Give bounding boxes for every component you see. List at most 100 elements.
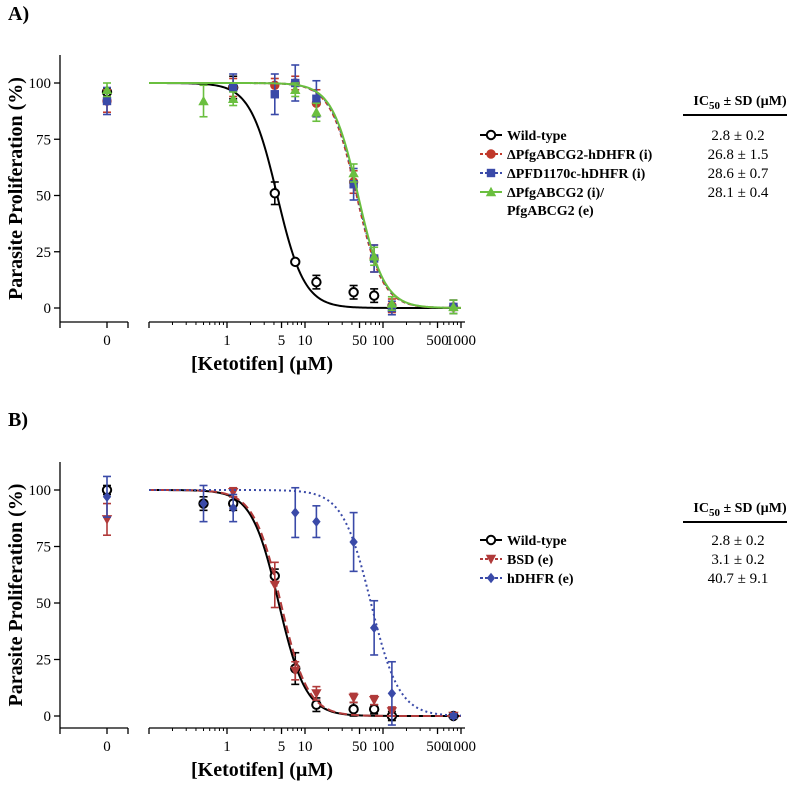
data-point	[312, 516, 321, 527]
x-axis-title: [Ketotifen] (µM)	[191, 759, 333, 781]
panel-label: B)	[8, 409, 28, 431]
legend-label: ΔPfgABCG2 (i)/	[507, 186, 605, 201]
data-point	[349, 536, 358, 548]
data-point-control	[102, 96, 112, 106]
x-tick-label: 10	[298, 739, 313, 755]
data-point	[269, 580, 280, 591]
series-2	[102, 64, 462, 316]
legend-label: BSD (e)	[507, 553, 554, 568]
data-point	[348, 693, 359, 704]
x-axis-title: [Ketotifen] (µM)	[191, 353, 333, 375]
x-tick-label: 10	[298, 333, 313, 349]
fit-curve	[149, 82, 461, 309]
data-point	[227, 93, 239, 103]
ic50-value: 40.7 ± 9.1	[708, 571, 769, 587]
y-tick-label: 0	[44, 709, 52, 725]
ic50-value: 28.6 ± 0.7	[708, 166, 769, 182]
data-point	[198, 95, 209, 106]
legend: Wild-type 2.8 ± 0.2 BSD (e) 3.1 ± 0.2 hDHFR …	[480, 533, 768, 587]
data-point	[311, 276, 322, 288]
data-point	[348, 287, 359, 298]
x-tick-label: 500	[426, 333, 449, 349]
legend-marker	[486, 149, 496, 159]
data-point	[368, 290, 380, 301]
x-tick-label: 50	[352, 739, 367, 755]
data-point	[228, 502, 238, 514]
data-point	[349, 180, 358, 189]
data-point	[368, 704, 380, 715]
data-point	[270, 90, 279, 99]
y-tick-label: 75	[36, 540, 51, 556]
y-tick-label: 100	[29, 483, 52, 499]
legend-label: Wild-type	[507, 534, 567, 549]
x-tick-label: 500	[426, 739, 449, 755]
data-point	[311, 689, 322, 699]
ic50-value: 2.8 ± 0.2	[711, 128, 764, 144]
fit-curve	[149, 489, 462, 717]
legend-label: ΔPFD1170c-hDHFR (i)	[507, 167, 646, 182]
ic50-value: 2.8 ± 0.2	[711, 533, 764, 549]
x-tick-label: 100	[372, 739, 395, 755]
fit-curve	[148, 489, 461, 717]
data-point	[348, 704, 359, 715]
legend-marker	[486, 572, 496, 584]
data-point	[312, 94, 321, 103]
y-tick-label: 25	[36, 653, 51, 669]
y-tick-label: 100	[29, 76, 52, 92]
legend-label: hDHFR (e)	[507, 572, 574, 587]
x-tick-label: 1	[223, 333, 231, 349]
ic50-value: 28.1 ± 0.4	[708, 185, 769, 201]
data-point	[199, 498, 208, 509]
data-point	[290, 666, 301, 676]
data-point	[449, 710, 458, 722]
data-point	[269, 188, 280, 199]
y-tick-label: 50	[36, 596, 51, 612]
data-point	[290, 256, 301, 268]
y-tick-label: 50	[36, 189, 51, 205]
data-point	[291, 507, 300, 518]
data-point	[386, 298, 398, 308]
fit-curve	[149, 82, 462, 309]
legend-marker	[485, 534, 497, 546]
y-tick-label: 0	[44, 301, 52, 317]
legend-marker	[485, 129, 497, 141]
data-point	[228, 83, 238, 92]
y-tick-label: 75	[36, 132, 51, 148]
x-tick-label: 5	[278, 333, 286, 349]
fit-curve	[149, 489, 461, 717]
series-3	[101, 82, 462, 315]
legend-label-line2: PfgABCG2 (e)	[507, 204, 594, 219]
y-tick-label: 25	[36, 245, 51, 261]
series-2	[102, 475, 462, 726]
series-1	[102, 75, 461, 315]
data-point	[369, 622, 379, 634]
panel-label: A)	[8, 3, 29, 25]
fit-curve	[149, 82, 462, 309]
data-point	[368, 251, 380, 261]
series-0	[101, 484, 461, 722]
data-point	[348, 167, 359, 178]
series-0	[101, 75, 461, 309]
data-point-control	[101, 84, 113, 94]
data-point-control	[102, 491, 112, 502]
legend-marker	[485, 186, 497, 197]
legend-label: ΔPfgABCG2-hDHFR (i)	[507, 148, 653, 163]
x-tick-label: 1000	[446, 333, 476, 349]
x-tick-label: 5	[278, 739, 286, 755]
x-tick-label: 0	[103, 333, 111, 349]
data-point	[368, 695, 380, 706]
series-1	[101, 486, 461, 722]
x-tick-label: 100	[372, 333, 395, 349]
ic50-value: 3.1 ± 0.2	[711, 552, 764, 568]
y-axis-title: Parasite Proliferation (%)	[5, 77, 27, 300]
legend-marker	[486, 168, 496, 178]
ic50-table-header: IC50 ± SD (µM)	[693, 94, 787, 112]
legend-marker	[485, 554, 497, 565]
ic50-table-header: IC50 ± SD (µM)	[693, 501, 787, 519]
legend: Wild-type 2.8 ± 0.2 ΔPfgABCG2-hDHFR (i) 26.…	[480, 128, 769, 219]
fit-curve	[149, 82, 461, 309]
data-point	[290, 84, 301, 94]
data-point	[387, 688, 397, 699]
